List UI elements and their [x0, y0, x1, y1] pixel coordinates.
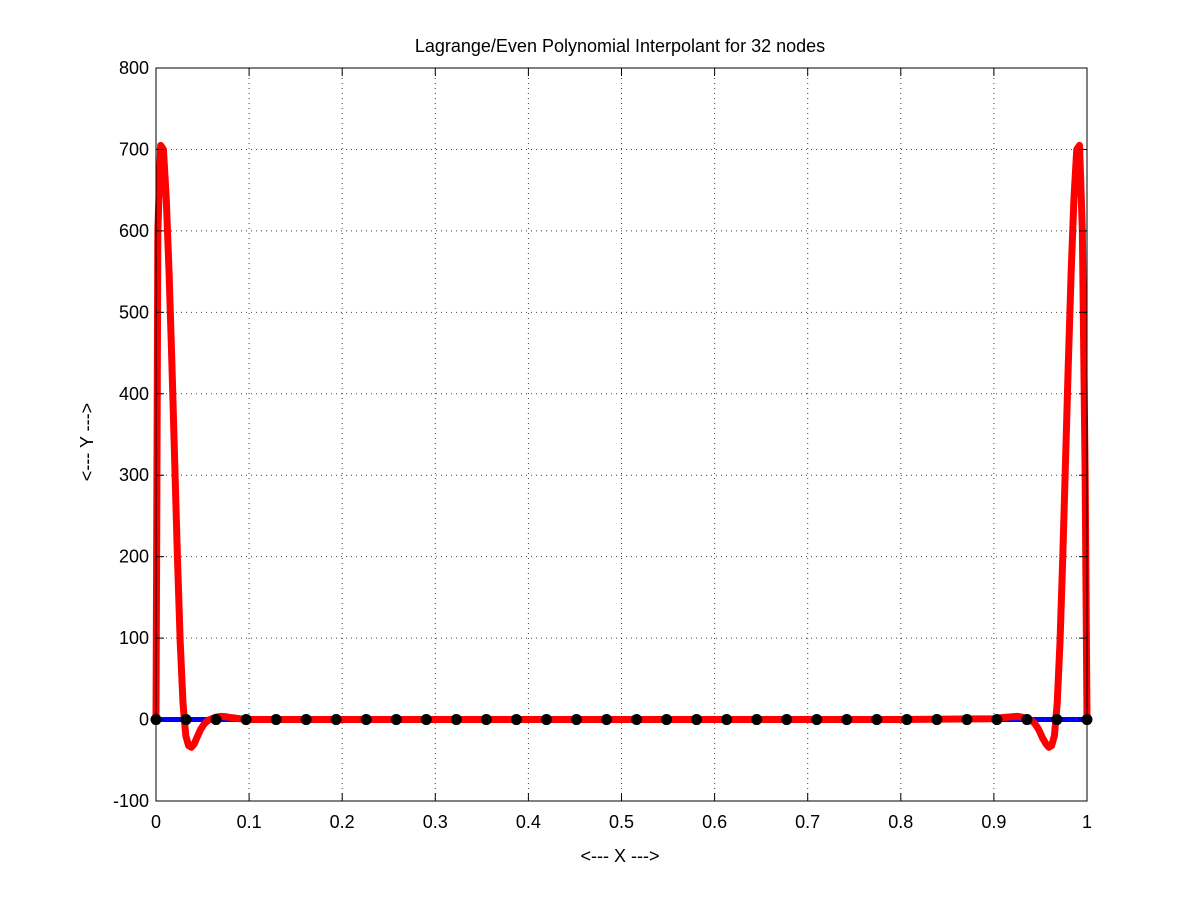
node-marker	[1021, 714, 1033, 726]
node-marker	[781, 714, 793, 726]
node-marker	[871, 714, 883, 726]
node-marker	[540, 714, 552, 726]
node-marker	[510, 714, 522, 726]
y-tick-label: 400	[119, 384, 149, 404]
grid	[156, 68, 1087, 801]
node-marker	[901, 714, 913, 726]
y-tick-label: -100	[113, 791, 149, 811]
x-tick-label: 0.6	[702, 812, 727, 832]
node-marker	[480, 714, 492, 726]
node-marker	[330, 714, 342, 726]
node-marker	[630, 714, 642, 726]
node-marker	[721, 714, 733, 726]
x-tick-label: 0.8	[888, 812, 913, 832]
y-tick-label: 600	[119, 221, 149, 241]
x-tick-label: 0.7	[795, 812, 820, 832]
interpolant-line	[152, 141, 1091, 751]
x-tick-label: 0.4	[516, 812, 541, 832]
node-marker	[601, 714, 613, 726]
y-axis-label: <--- Y --->	[77, 403, 97, 481]
y-tick-label: 500	[119, 302, 149, 322]
series-layer	[150, 141, 1093, 751]
node-marker	[360, 714, 372, 726]
y-tick-label: 700	[119, 139, 149, 159]
node-marker	[270, 714, 282, 726]
node-marker	[240, 714, 252, 726]
node-marker	[390, 714, 402, 726]
x-tick-label: 0.2	[330, 812, 355, 832]
x-tick-label: 1	[1082, 812, 1092, 832]
y-tick-label: 100	[119, 628, 149, 648]
node-marker	[961, 714, 973, 726]
y-tick-label: 200	[119, 547, 149, 567]
node-marker	[931, 714, 943, 726]
node-marker	[691, 714, 703, 726]
x-tick-label: 0.3	[423, 812, 448, 832]
chart-title: Lagrange/Even Polynomial Interpolant for…	[415, 36, 825, 56]
node-marker	[991, 714, 1003, 726]
x-tick-label: 0.5	[609, 812, 634, 832]
x-tick-label: 0.1	[237, 812, 262, 832]
ticks: 0 0.1 0.2 0.3 0.4 0.5 0.6 0.7 0.8 0.9 1-1000100200…	[113, 58, 1092, 832]
node-marker	[180, 714, 192, 726]
x-tick-label: 0.9	[981, 812, 1006, 832]
x-tick-label: 0	[151, 812, 161, 832]
y-tick-label: 800	[119, 58, 149, 78]
node-marker	[450, 714, 462, 726]
node-marker	[420, 714, 432, 726]
node-marker	[841, 714, 853, 726]
node-marker	[661, 714, 673, 726]
x-axis-label: <--- X --->	[581, 846, 660, 866]
node-marker	[811, 714, 823, 726]
y-tick-label: 300	[119, 465, 149, 485]
node-marker	[570, 714, 582, 726]
node-marker	[300, 714, 312, 726]
node-marker	[1051, 714, 1063, 726]
y-tick-label: 0	[139, 710, 149, 730]
node-marker	[751, 714, 763, 726]
node-marker	[210, 714, 222, 726]
